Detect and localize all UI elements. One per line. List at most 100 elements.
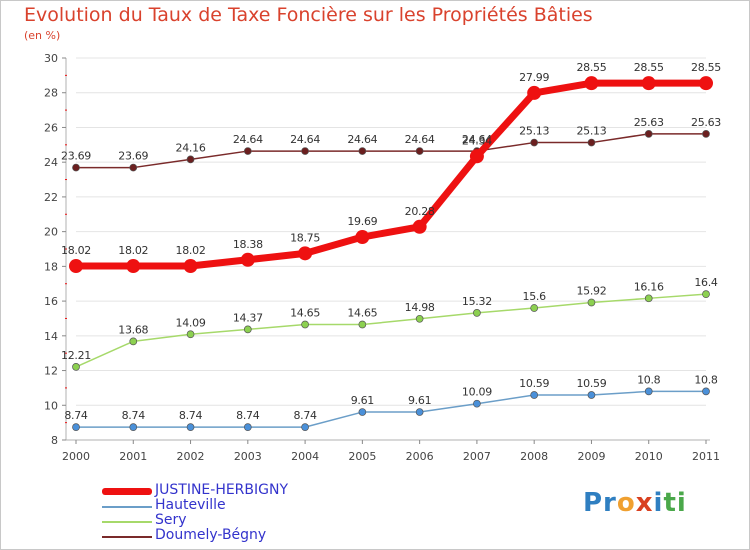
data-point-sery (644, 294, 653, 303)
data-point-hauteville (702, 387, 710, 396)
data-point-doumely-begny (415, 147, 424, 155)
data-point-hauteville (301, 423, 309, 432)
data-point-justine-herbigny (699, 76, 713, 91)
data-label-hauteville: 10.8 (694, 373, 718, 386)
data-point-sery (702, 290, 710, 298)
proxiti-logo: Proxiti (583, 488, 687, 518)
data-point-doumely-begny (186, 155, 195, 164)
data-point-hauteville (358, 408, 367, 416)
series-line-sery (75, 293, 707, 368)
data-point-justine-herbigny (126, 259, 141, 274)
legend-swatch-doumely-begny (102, 536, 152, 538)
x-tick-label: 2006 (406, 450, 434, 463)
data-label-hauteville: 10.09 (462, 386, 492, 399)
data-label-sery: 15.32 (462, 295, 492, 308)
data-label-sery: 12.21 (61, 349, 91, 362)
data-label-doumely-begny: 25.63 (634, 116, 664, 129)
data-label-hauteville: 8.74 (293, 409, 317, 422)
data-label-hauteville: 9.61 (351, 394, 374, 407)
x-tick-label: 2008 (520, 450, 548, 463)
y-tick-label: 24 (44, 156, 58, 169)
series-line-doumely-begny (75, 133, 707, 169)
data-label-sery: 16.4 (694, 276, 718, 289)
data-point-doumely-begny (301, 147, 309, 155)
data-label-justine-herbigny: 20.28 (405, 205, 435, 218)
data-point-justine-herbigny (69, 259, 83, 274)
data-point-doumely-begny (530, 138, 539, 147)
data-point-hauteville (415, 408, 424, 416)
x-tick-label: 2004 (291, 450, 319, 463)
data-label-justine-herbigny: 18.02 (118, 244, 148, 257)
legend-item-doumely-begny: Doumely-Bégny (102, 527, 402, 544)
data-label-doumely-begny: 24.64 (233, 133, 263, 146)
data-point-justine-herbigny (584, 76, 599, 91)
data-point-justine-herbigny (527, 85, 542, 100)
legend-item-justine-herbigny: JUSTINE-HERBIGNY (102, 482, 402, 499)
data-label-hauteville: 8.74 (64, 409, 88, 422)
data-label-sery: 14.37 (233, 311, 263, 324)
data-label-hauteville: 10.59 (576, 377, 606, 390)
data-point-hauteville (129, 423, 138, 432)
data-point-doumely-begny (72, 163, 80, 172)
data-label-justine-herbigny: 18.38 (233, 238, 263, 251)
data-label-hauteville: 8.74 (179, 409, 203, 422)
legend-label-sery: Sery (155, 512, 187, 528)
x-tick-label: 2011 (692, 450, 720, 463)
y-tick-label: 26 (44, 121, 58, 134)
x-tick-label: 2001 (119, 450, 147, 463)
x-tick-label: 2000 (62, 450, 90, 463)
data-label-justine-herbigny: 28.55 (576, 61, 606, 74)
data-point-sery (186, 330, 195, 339)
data-label-sery: 15.6 (523, 290, 547, 303)
data-point-sery (473, 309, 481, 317)
data-label-doumely-begny: 25.13 (519, 125, 549, 138)
data-label-doumely-begny: 23.69 (61, 150, 91, 163)
data-point-doumely-begny (358, 147, 367, 155)
data-point-doumely-begny (587, 138, 596, 147)
y-tick-label: 18 (44, 260, 58, 273)
y-tick-label: 10 (44, 399, 58, 412)
data-point-sery (243, 325, 252, 334)
data-label-justine-herbigny: 18.02 (176, 244, 206, 257)
data-point-doumely-begny (129, 163, 138, 172)
logo-part: o (616, 488, 636, 518)
data-point-sery (72, 363, 80, 371)
legend-swatch-sery (102, 521, 152, 523)
y-tick-label: 30 (44, 52, 58, 65)
legend-item-hauteville: Hauteville (102, 497, 402, 514)
data-point-hauteville (243, 423, 252, 432)
data-label-doumely-begny: 24.64 (290, 133, 320, 146)
data-point-justine-herbigny (183, 259, 198, 274)
data-point-hauteville (473, 399, 481, 408)
data-label-doumely-begny: 23.69 (118, 150, 148, 163)
y-tick-label: 20 (44, 226, 58, 239)
legend-item-sery: Sery (102, 512, 402, 529)
data-point-doumely-begny (702, 130, 710, 138)
data-point-justine-herbigny (298, 246, 313, 261)
legend-label-doumely-begny: Doumely-Bégny (155, 527, 267, 543)
data-label-hauteville: 10.59 (519, 377, 549, 390)
data-point-sery (358, 320, 367, 329)
logo-part: i (653, 488, 664, 518)
x-tick-label: 2002 (177, 450, 205, 463)
data-label-justine-herbigny: 28.55 (634, 61, 664, 74)
data-label-sery: 14.65 (347, 307, 377, 320)
y-tick-label: 22 (44, 191, 58, 204)
x-tick-label: 2010 (635, 450, 663, 463)
data-point-hauteville (530, 391, 539, 399)
y-tick-label: 14 (44, 330, 58, 343)
data-point-justine-herbigny (641, 76, 656, 91)
data-label-hauteville: 8.74 (236, 409, 260, 422)
data-label-sery: 14.98 (405, 301, 435, 314)
data-label-doumely-begny: 25.13 (576, 125, 606, 138)
legend-swatch-justine-herbigny (102, 488, 152, 495)
data-label-hauteville: 10.8 (637, 373, 661, 386)
data-point-justine-herbigny (469, 149, 484, 164)
x-tick-label: 2005 (348, 450, 376, 463)
data-point-hauteville (72, 423, 80, 432)
data-point-justine-herbigny (412, 219, 427, 234)
legend-swatch-hauteville (102, 506, 152, 508)
data-label-sery: 16.16 (634, 280, 664, 293)
data-label-hauteville: 8.74 (122, 409, 146, 422)
data-label-doumely-begny: 24.16 (176, 141, 206, 154)
